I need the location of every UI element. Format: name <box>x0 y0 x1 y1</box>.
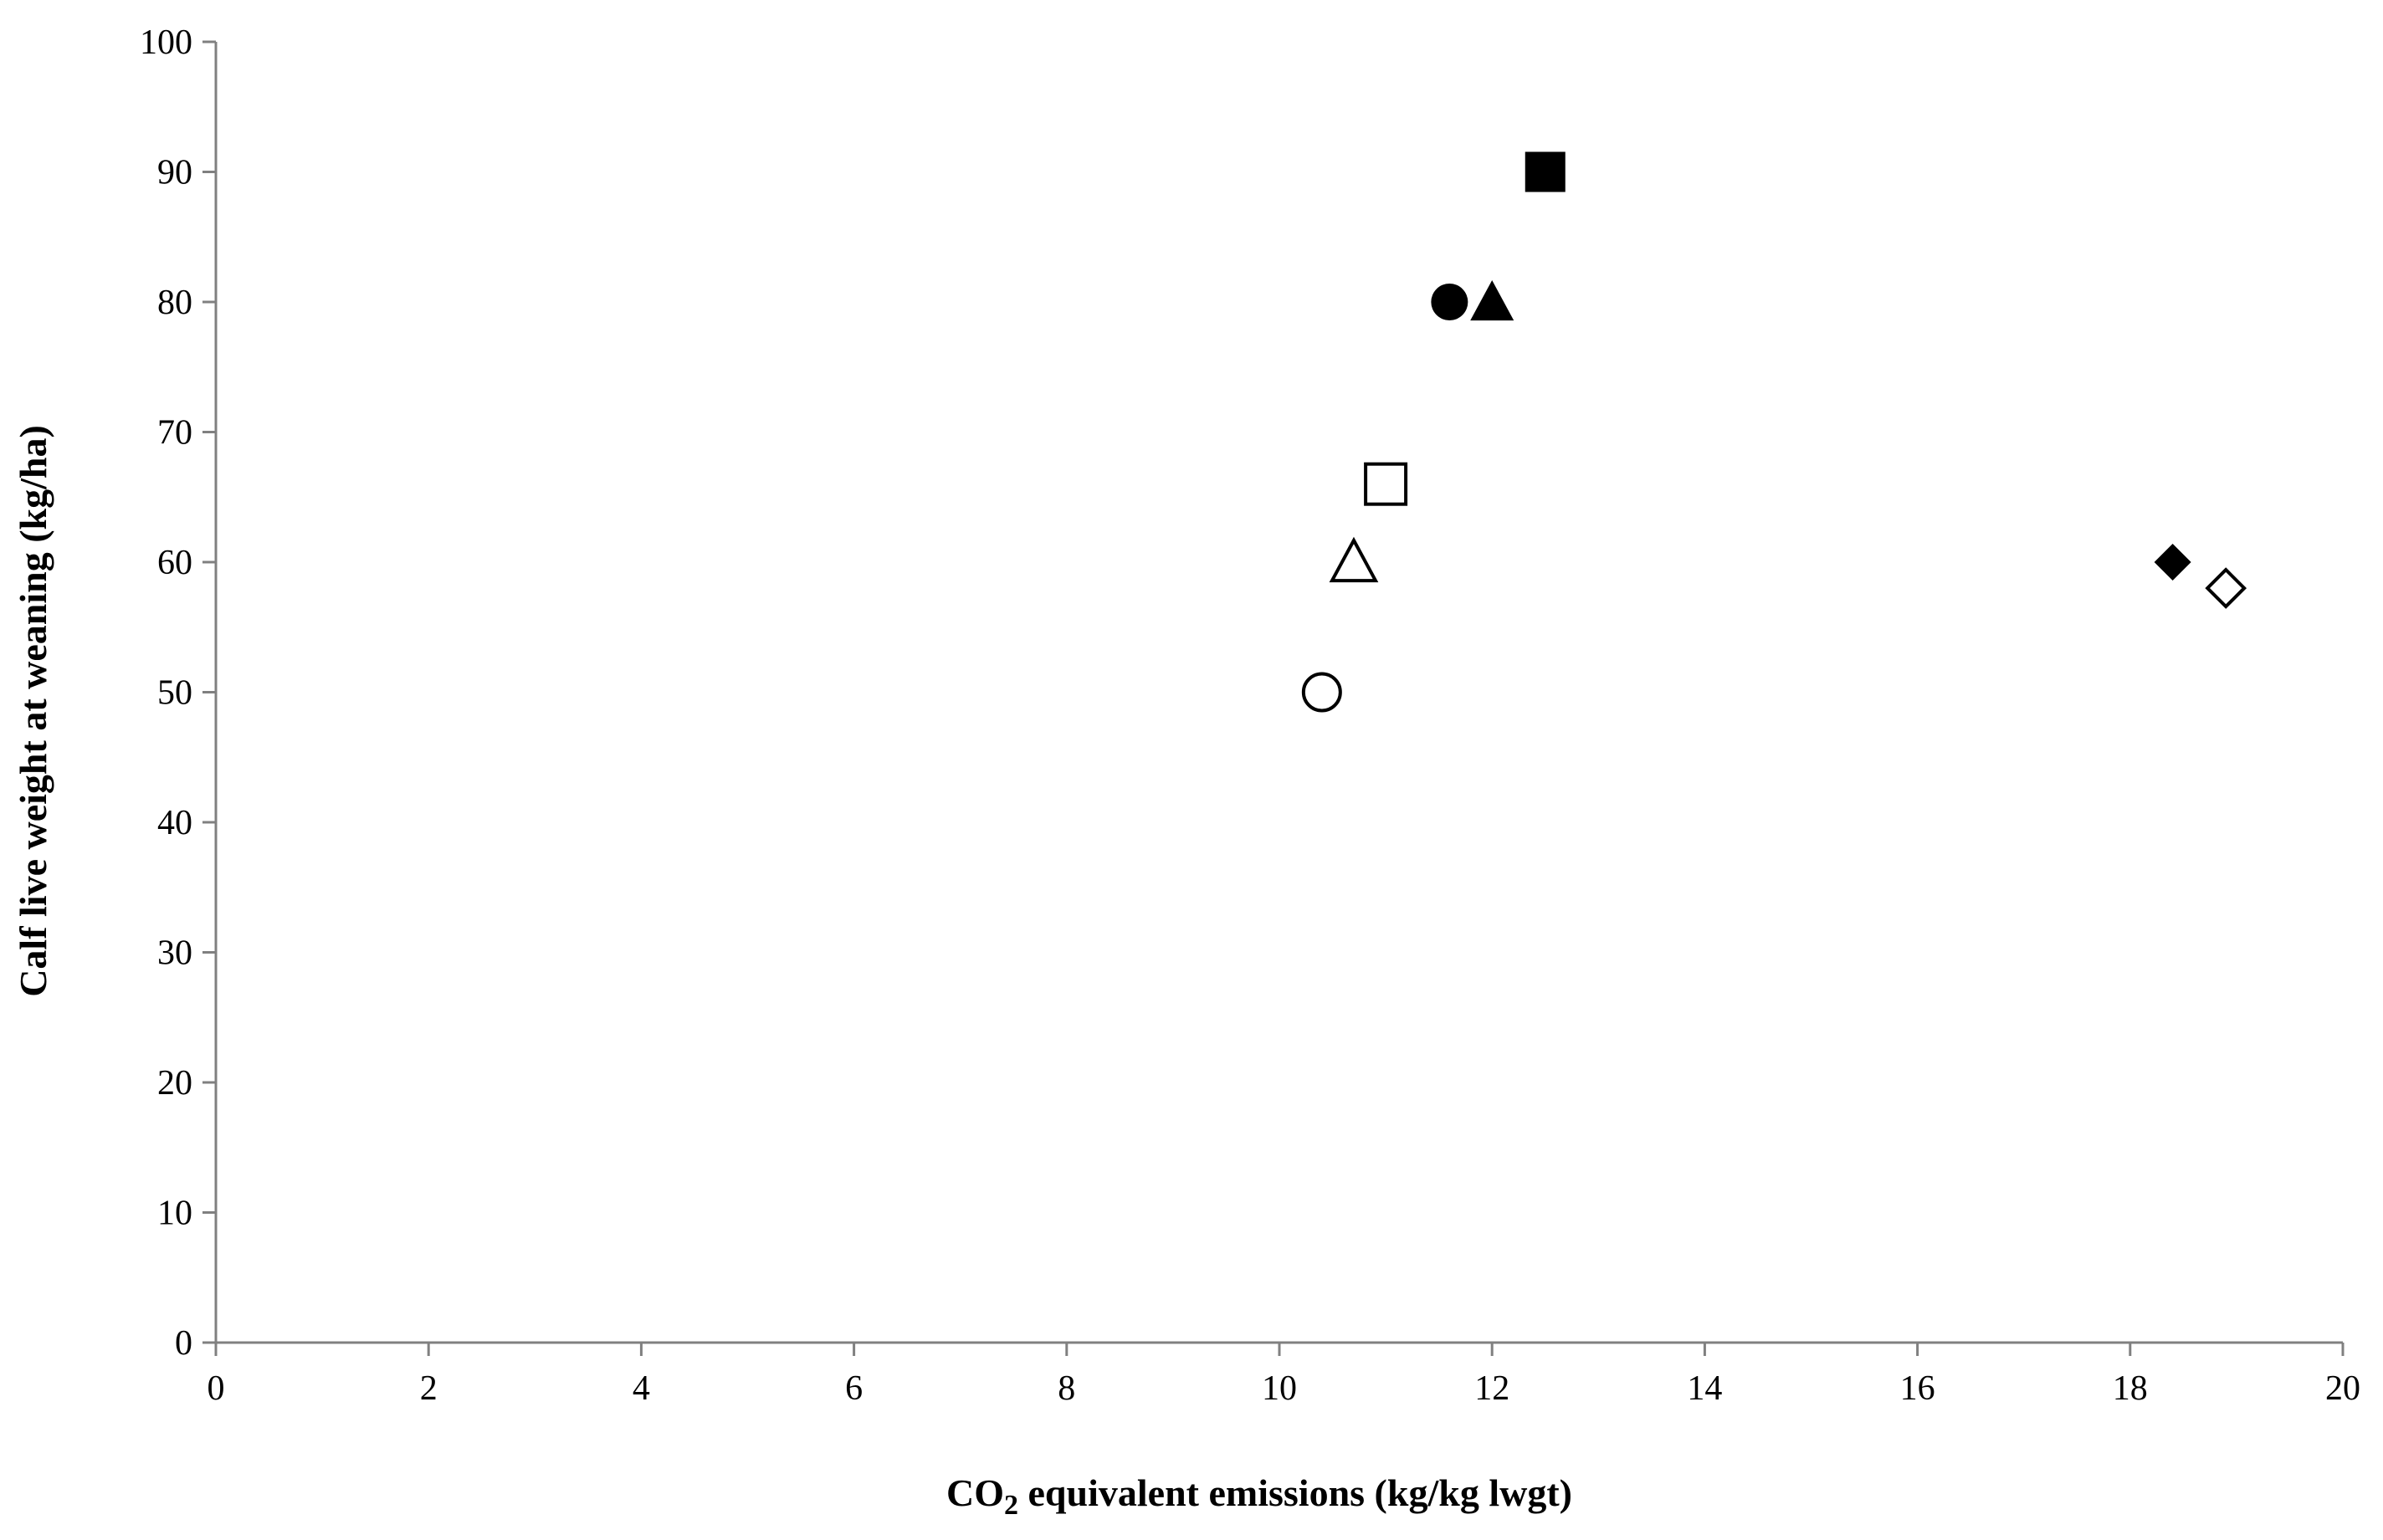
x-tick-label: 14 <box>1687 1369 1722 1408</box>
x-axis-ticks: 0 2 4 6 8 10 12 14 16 18 20 <box>208 1343 2360 1408</box>
hollow-diamond-point <box>2205 567 2247 609</box>
x-tick-label: 10 <box>1262 1369 1297 1408</box>
hollow-circle-point <box>1301 672 1342 713</box>
x-axis-title-part: equivalent emissions (kg/kg lwgt) <box>1018 1471 1572 1514</box>
y-tick-label: 20 <box>157 1064 192 1103</box>
x-axis-title-subscript: 2 <box>1004 1490 1018 1521</box>
filled-circle-point <box>1431 284 1468 320</box>
hollow-square-point <box>1364 462 1408 506</box>
filled-square-point <box>1525 151 1566 192</box>
x-tick-label: 20 <box>2325 1369 2360 1408</box>
axes <box>214 42 2343 1344</box>
y-tick-label: 100 <box>140 23 192 62</box>
y-tick-label: 0 <box>175 1324 192 1363</box>
y-axis-title: Calf live weight at weaning (kg/ha) <box>12 425 54 997</box>
data-points <box>1301 151 2247 713</box>
y-tick-label: 40 <box>157 804 192 842</box>
y-tick-label: 30 <box>157 934 192 973</box>
x-axis-title: CO2 equivalent emissions (kg/kg lwgt) <box>946 1471 1572 1521</box>
x-tick-label: 6 <box>845 1369 863 1408</box>
y-tick-label: 70 <box>157 414 192 453</box>
y-tick-label: 90 <box>157 154 192 192</box>
x-tick-label: 18 <box>2113 1369 2148 1408</box>
y-tick-label: 60 <box>157 544 192 582</box>
x-axis-title-part: CO <box>946 1471 1004 1514</box>
x-tick-label: 0 <box>208 1369 225 1408</box>
y-tick-label: 10 <box>157 1195 192 1233</box>
x-tick-label: 8 <box>1058 1369 1075 1408</box>
x-tick-label: 4 <box>633 1369 650 1408</box>
filled-diamond-point <box>2154 544 2191 581</box>
y-tick-label: 80 <box>157 284 192 322</box>
filled-triangle-point <box>1470 280 1514 321</box>
x-tick-label: 12 <box>1474 1369 1509 1408</box>
x-tick-label: 2 <box>420 1369 438 1408</box>
hollow-triangle-point <box>1329 536 1379 583</box>
y-axis-ticks: 0 10 20 30 40 50 60 70 80 90 100 <box>140 23 216 1363</box>
x-tick-label: 16 <box>1900 1369 1935 1408</box>
y-tick-label: 50 <box>157 674 192 713</box>
